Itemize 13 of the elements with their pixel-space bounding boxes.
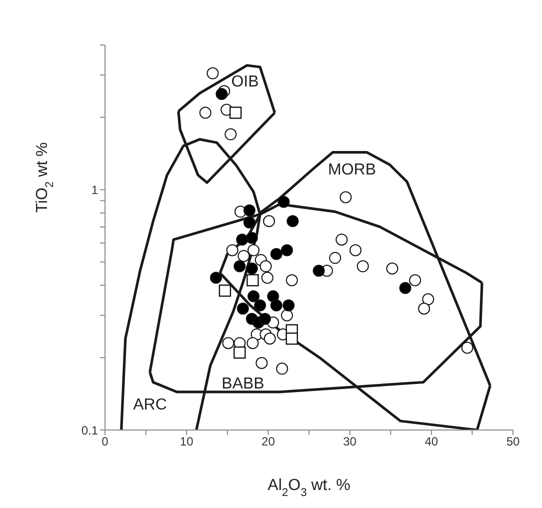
annotation: MORB: [328, 162, 376, 178]
annotation: ARC: [133, 396, 167, 414]
x-tick-label: 30: [343, 434, 357, 449]
y-tick-label: 1: [91, 182, 98, 197]
x-tick-label: 50: [506, 434, 520, 449]
y-tick-label: 0.1: [81, 423, 98, 438]
annotation: BABB: [222, 376, 264, 392]
x-tick-label: 40: [424, 434, 438, 449]
x-tick-label: 10: [180, 434, 194, 449]
x-tick-label: 0: [102, 434, 109, 449]
annotation: OIB: [231, 74, 259, 90]
x-tick-label: 20: [262, 434, 276, 449]
x-axis-title: Al$_{2}$O$_{3}$ wt. %: [268, 477, 350, 499]
